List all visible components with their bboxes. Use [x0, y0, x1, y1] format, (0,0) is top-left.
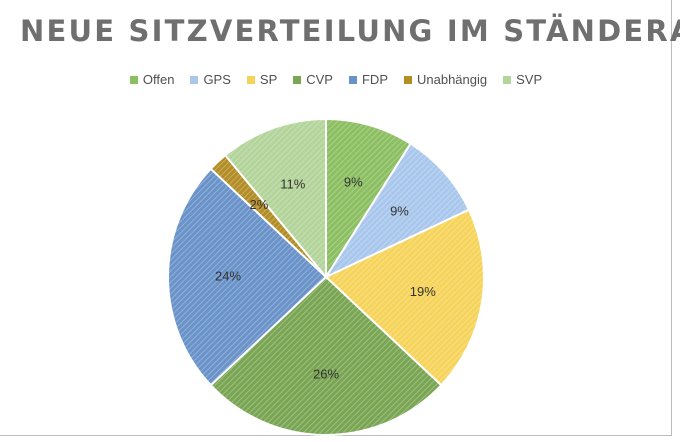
data-label: 2%	[250, 197, 269, 212]
legend-swatch	[348, 75, 357, 84]
pie-slice-sp	[324, 208, 485, 387]
pie-slice-offen	[325, 117, 413, 281]
legend-item-unabh-ngig: Unabhängig	[403, 72, 488, 87]
legend-label: GPS	[203, 72, 231, 87]
legend-label: SVP	[516, 72, 543, 87]
pie-slice-fdp	[167, 167, 328, 387]
pie-slice-cvp	[209, 275, 443, 436]
legend-swatch	[246, 75, 255, 84]
pie-slice-gps	[323, 142, 471, 280]
legend-swatch	[190, 75, 199, 84]
legend-item-cvp: CVP	[293, 72, 333, 87]
chart-title: NEUE SITZVERTEILUNG IM STÄNDERAT	[20, 14, 680, 48]
legend-swatch	[129, 75, 138, 84]
legend-item-offen: Offen	[129, 72, 175, 87]
legend-item-fdp: FDP	[348, 72, 388, 87]
data-label: 11%	[280, 176, 305, 191]
pie-slice-svp	[223, 117, 327, 280]
data-label: 26%	[313, 366, 339, 381]
data-label: 19%	[410, 284, 436, 299]
data-label: 9%	[344, 174, 363, 189]
legend-item-sp: SP	[246, 72, 278, 87]
legend-swatch	[403, 75, 412, 84]
data-label: 24%	[215, 268, 241, 283]
legend-label: Offen	[142, 72, 175, 87]
legend-label: SP	[259, 72, 278, 87]
legend-item-gps: GPS	[190, 72, 231, 87]
legend-label: FDP	[361, 72, 388, 87]
data-label: 9%	[390, 204, 409, 219]
legend-label: Unabhängig	[416, 72, 488, 87]
legend-item-svp: SVP	[503, 72, 542, 87]
legend-swatch	[503, 75, 512, 84]
legend-swatch	[293, 75, 302, 84]
chart-legend: Offen GPS SP CVP FDP Unabhängig SVP	[0, 72, 672, 87]
legend-label: CVP	[306, 72, 333, 87]
